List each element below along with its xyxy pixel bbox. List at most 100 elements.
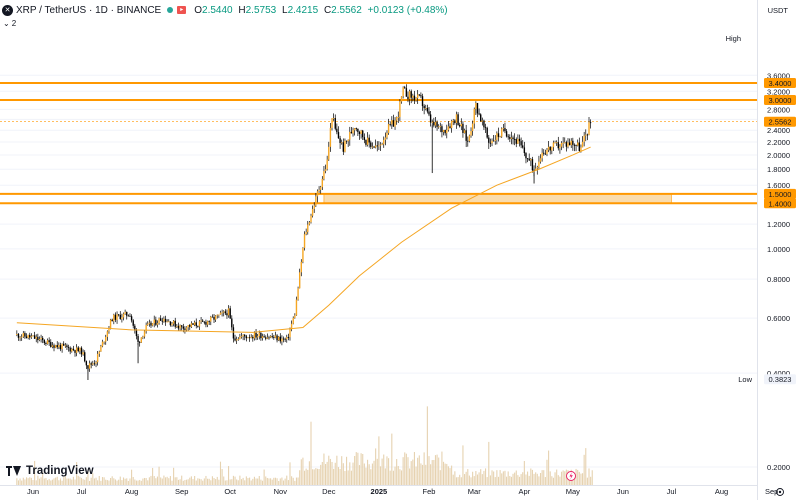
volume-bar [402,457,404,485]
volume-bar [557,475,559,485]
candle-body [567,142,569,147]
volume-bar [459,474,461,485]
volume-bar [48,479,50,485]
volume-bar [87,470,89,485]
volume-bar [237,480,239,485]
tradingview-logo[interactable]: TradingView [6,465,94,477]
volume-bar [289,462,291,485]
candle-body [16,333,18,335]
volume-bar [591,470,593,485]
time-tick-label: Oct [224,487,237,496]
candle-body [180,325,183,327]
volume-bar [55,477,57,485]
candle-body [51,345,54,347]
time-tick-label: Sep [765,487,778,496]
candle-body [513,139,516,140]
candle-body [197,325,199,327]
volume-bar [68,478,70,485]
volume-bar [404,452,406,485]
symbol-title[interactable]: XRP / TetherUS · 1D · BINANCE [16,4,162,16]
flag-icon[interactable]: ▸ [177,6,187,14]
candle-body [210,316,212,322]
time-tick-label: Jun [27,487,39,496]
volume-bar [504,470,506,485]
volume-bar [255,478,257,485]
candle-body [287,337,290,338]
candle-body [496,133,498,140]
volume-bar [22,477,24,485]
candle-body [114,314,117,320]
volume-bar [344,470,346,485]
volume-bar [394,466,396,485]
candle-body [436,122,438,127]
candles [16,84,592,381]
volume-bar [520,474,522,485]
candle-body [59,345,62,350]
candle-body [564,142,566,143]
volume-bar [433,459,435,485]
volume-bar [27,478,29,485]
volume-bar [310,421,312,485]
candle-body [576,142,579,146]
volume-bar [381,458,383,485]
candle-body [214,315,217,320]
volume-bar [333,468,335,485]
candle-body [336,128,338,133]
candle-body [331,118,333,128]
volume-bar [514,472,516,485]
candle-body [302,247,304,262]
candle-body [337,132,340,139]
volume-bar [489,475,491,485]
candle-body [88,363,91,369]
candle-body [268,337,270,339]
settings-gear-icon[interactable] [776,488,784,496]
volume-bar [66,478,68,485]
volume-bar [185,479,188,485]
candle-body [536,167,538,169]
volume-bar [43,478,45,485]
candle-body [53,345,55,348]
volume-bar [336,455,338,485]
volume-bar [536,473,538,485]
volume-bar [270,478,272,485]
candle-body [213,317,215,320]
volume-bar [148,477,150,485]
volume-bar [389,470,391,485]
volume-bar [564,471,566,485]
price-tick-label: 2.8000 [767,105,790,114]
volume-bar [363,463,365,485]
volume-bar [475,471,477,485]
indicators-toggle[interactable]: ⌄ 2 [3,18,16,29]
candle-body [315,196,317,206]
candle-body [37,336,39,341]
volume-bar [69,478,71,485]
ohlc-high: 2.5753 [245,4,277,16]
candle-body [82,352,84,355]
candle-body [113,314,115,322]
candle-body [425,108,427,109]
lightning-icon[interactable] [566,471,576,481]
candle-body [378,145,380,147]
volume-bar [110,477,112,485]
candle-body [481,120,484,122]
currency-label: USDT [768,6,789,15]
volume-bar [137,480,139,485]
candle-body [572,140,574,145]
candle-body [376,145,378,147]
candle-body [530,159,532,161]
volume-bar [278,480,280,485]
candle-body [124,311,126,314]
candle-body [117,314,120,316]
candle-body [562,142,564,144]
candle-body [122,313,125,318]
volume-bar [181,475,183,485]
ohlc-close: 2.5562 [331,4,362,16]
candle-body [497,133,500,137]
volume-bar [483,470,485,485]
time-tick-label: Sep [175,487,188,496]
volume-bar [575,468,577,485]
candle-body [284,338,286,340]
candle-body [489,142,492,144]
volume-bar [334,462,336,485]
